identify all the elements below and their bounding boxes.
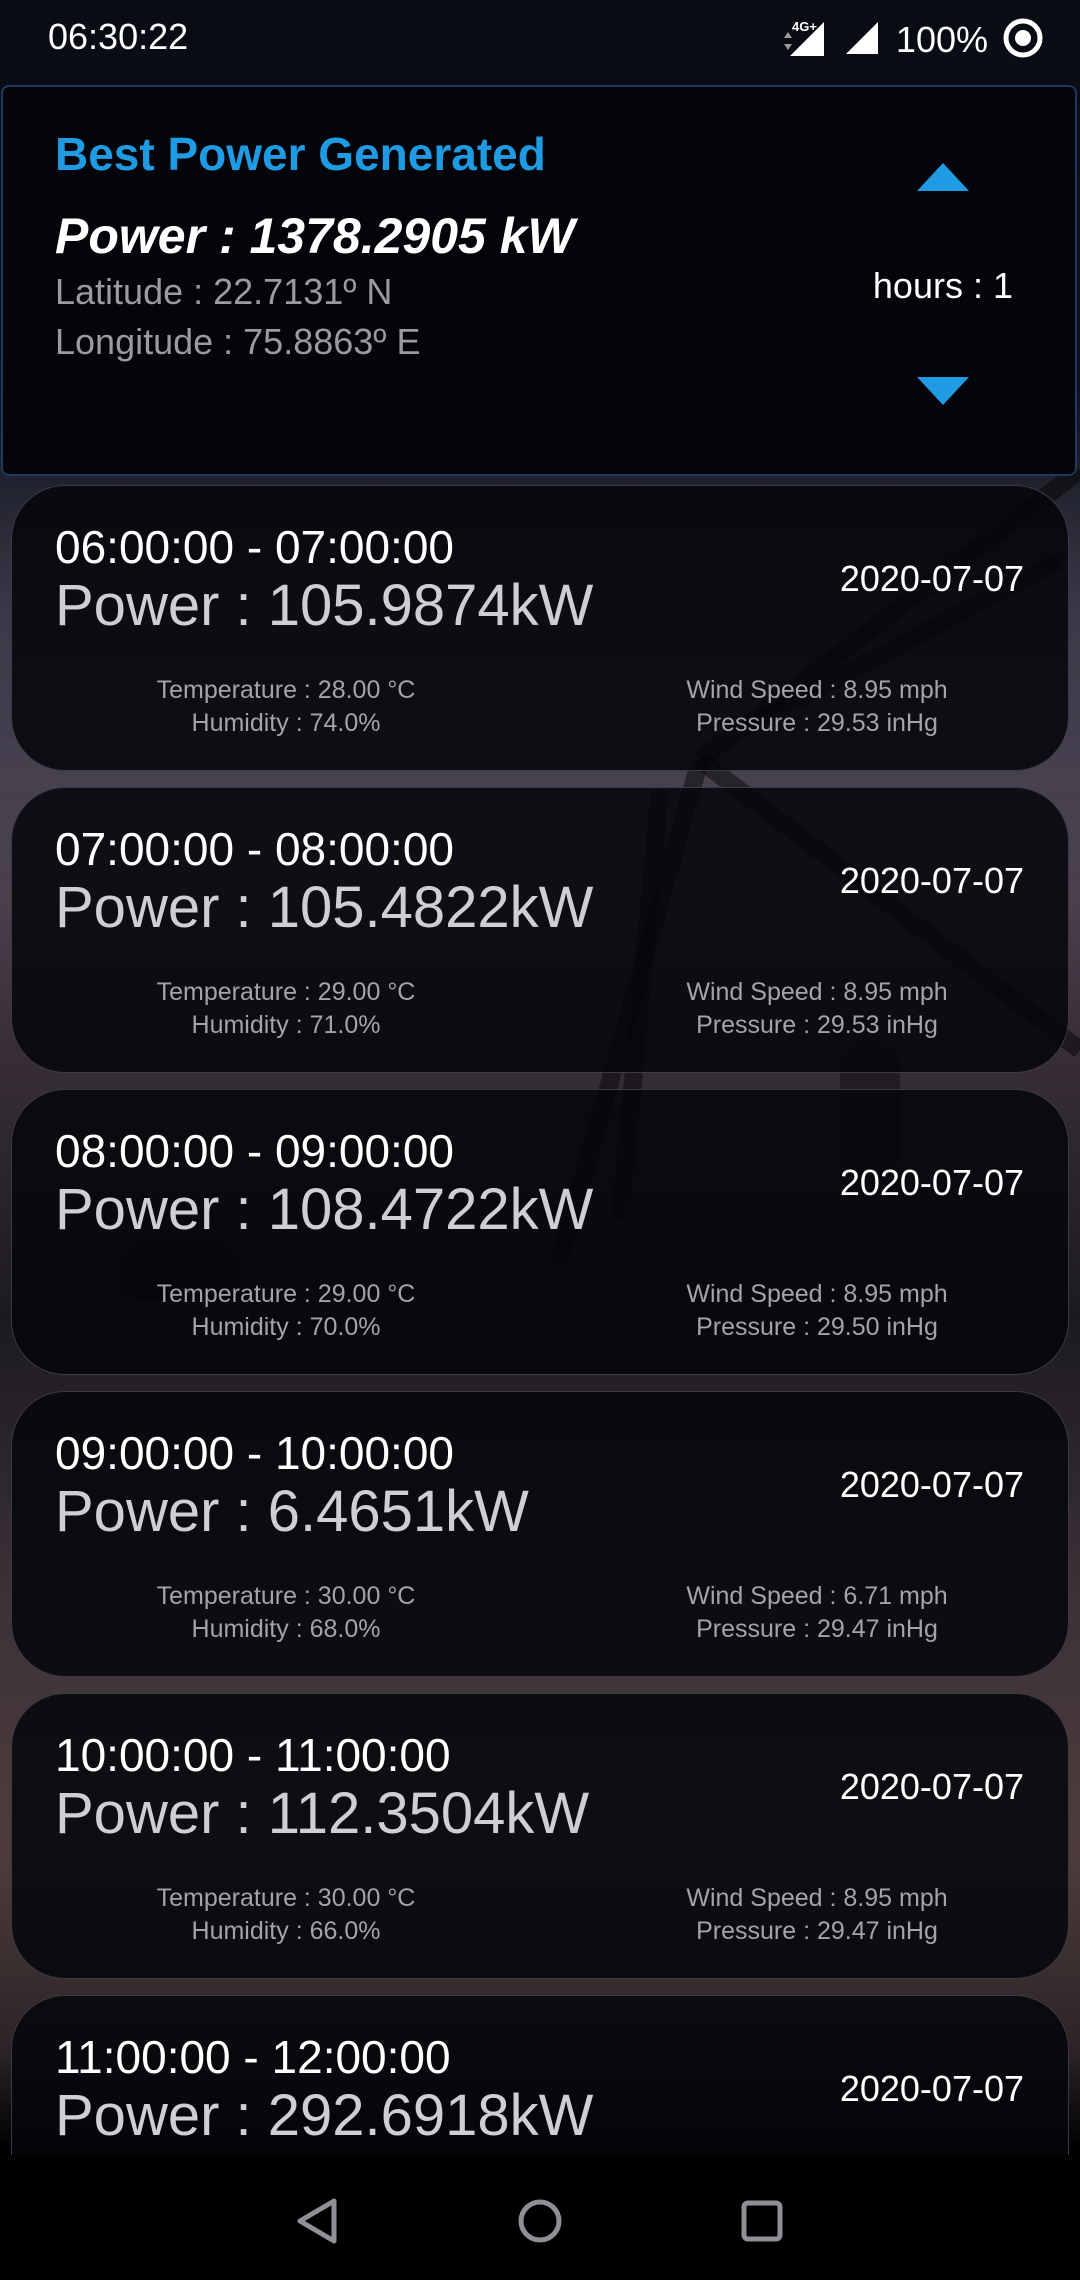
power-value: Power : 292.6918kW: [55, 2083, 594, 2148]
hourly-power-list[interactable]: 06:00:00 - 07:00:00 Power : 105.9874kW 2…: [0, 0, 1080, 2155]
date: 2020-07-07: [839, 1162, 1024, 1203]
signal-icon: [842, 18, 882, 63]
best-power-title: Best Power Generated: [55, 128, 546, 180]
list-item[interactable]: 06:00:00 - 07:00:00 Power : 105.9874kW 2…: [11, 485, 1069, 771]
time-range: 10:00:00 - 11:00:00: [55, 1729, 451, 1781]
list-item[interactable]: 07:00:00 - 08:00:00 Power : 105.4822kW 2…: [11, 787, 1069, 1073]
power-value: Power : 112.3504kW: [55, 1781, 590, 1846]
date: 2020-07-07: [839, 558, 1024, 599]
list-item[interactable]: 09:00:00 - 10:00:00 Power : 6.4651kW 202…: [11, 1391, 1069, 1677]
wind-speed: Wind Speed : 8.95 mph: [686, 1280, 948, 1308]
humidity: Humidity : 66.0%: [191, 1917, 381, 1945]
temperature: Temperature : 30.00 °C: [156, 1582, 416, 1610]
wind-speed: Wind Speed : 8.95 mph: [686, 978, 948, 1006]
wind-pressure: Wind Speed : 8.95 mph Pressure : 29.50 i…: [652, 1278, 982, 1344]
navigation-bar: [0, 2155, 1080, 2280]
wind-speed: Wind Speed : 6.71 mph: [686, 1582, 948, 1610]
humidity: Humidity : 70.0%: [191, 1313, 381, 1341]
date: 2020-07-07: [839, 2068, 1024, 2109]
list-item[interactable]: 11:00:00 - 12:00:00 Power : 292.6918kW 2…: [11, 1995, 1069, 2155]
date: 2020-07-07: [839, 1766, 1024, 1807]
status-time: 06:30:22: [48, 16, 189, 57]
humidity: Humidity : 71.0%: [191, 1011, 381, 1039]
wind-speed: Wind Speed : 8.95 mph: [686, 1884, 948, 1912]
time-range: 08:00:00 - 09:00:00: [55, 1125, 454, 1177]
power-value: Power : 105.9874kW: [55, 573, 594, 638]
temp-humidity: Temperature : 29.00 °C Humidity : 70.0%: [136, 1278, 436, 1344]
pressure: Pressure : 29.47 inHg: [696, 1615, 938, 1643]
best-power-value: Power : 1378.2905 kW: [55, 208, 575, 264]
best-longitude: Longitude : 75.8863º E: [55, 321, 421, 362]
humidity: Humidity : 68.0%: [191, 1615, 381, 1643]
time-range: 06:00:00 - 07:00:00: [55, 521, 454, 573]
hours-value: hours : 1: [872, 265, 1013, 306]
time-range: 07:00:00 - 08:00:00: [55, 823, 454, 875]
temp-humidity: Temperature : 29.00 °C Humidity : 71.0%: [136, 976, 436, 1042]
home-icon[interactable]: [510, 2191, 570, 2251]
power-value: Power : 108.4722kW: [55, 1177, 594, 1242]
humidity: Humidity : 74.0%: [191, 709, 381, 737]
power-value: Power : 6.4651kW: [55, 1479, 529, 1544]
list-item[interactable]: 08:00:00 - 09:00:00 Power : 108.4722kW 2…: [11, 1089, 1069, 1375]
date: 2020-07-07: [839, 860, 1024, 901]
arrow-up-icon[interactable]: [915, 161, 971, 193]
time-range: 11:00:00 - 12:00:00: [55, 2031, 451, 2083]
wind-pressure: Wind Speed : 6.71 mph Pressure : 29.47 i…: [652, 1580, 982, 1646]
wind-pressure: Wind Speed : 8.95 mph Pressure : 29.53 i…: [652, 674, 982, 740]
pressure: Pressure : 29.53 inHg: [696, 1011, 938, 1039]
temperature: Temperature : 29.00 °C: [156, 1280, 416, 1308]
temp-humidity: Temperature : 30.00 °C Humidity : 66.0%: [136, 1882, 436, 1948]
best-latitude: Latitude : 22.7131º N: [55, 271, 393, 312]
best-power-card: Best Power Generated Power : 1378.2905 k…: [1, 85, 1077, 476]
pressure: Pressure : 29.53 inHg: [696, 709, 938, 737]
temperature: Temperature : 28.00 °C: [156, 676, 416, 704]
recent-apps-icon[interactable]: [732, 2191, 792, 2251]
date: 2020-07-07: [839, 1464, 1024, 1505]
back-icon[interactable]: [288, 2191, 348, 2251]
status-bar: 06:30:22 4G+ 100%: [0, 0, 1080, 80]
wind-pressure: Wind Speed : 8.95 mph Pressure : 29.53 i…: [652, 976, 982, 1042]
pressure: Pressure : 29.50 inHg: [696, 1313, 938, 1341]
temperature: Temperature : 30.00 °C: [156, 1884, 416, 1912]
list-item[interactable]: 10:00:00 - 11:00:00 Power : 112.3504kW 2…: [11, 1693, 1069, 1979]
wind-speed: Wind Speed : 8.95 mph: [686, 676, 948, 704]
temp-humidity: Temperature : 30.00 °C Humidity : 68.0%: [136, 1580, 436, 1646]
battery-level: 100%: [895, 19, 988, 60]
wind-pressure: Wind Speed : 8.95 mph Pressure : 29.47 i…: [652, 1882, 982, 1948]
power-value: Power : 105.4822kW: [55, 875, 594, 940]
svg-text:4G+: 4G+: [792, 19, 817, 34]
temp-humidity: Temperature : 28.00 °C Humidity : 74.0%: [136, 674, 436, 740]
data-saver-icon: [1002, 17, 1044, 64]
pressure: Pressure : 29.47 inHg: [696, 1917, 938, 1945]
status-icons: 4G+ 100%: [780, 16, 1044, 64]
time-range: 09:00:00 - 10:00:00: [55, 1427, 454, 1479]
network-4g-signal-icon: 4G+: [780, 18, 828, 63]
temperature: Temperature : 29.00 °C: [156, 978, 416, 1006]
arrow-down-icon[interactable]: [915, 375, 971, 407]
